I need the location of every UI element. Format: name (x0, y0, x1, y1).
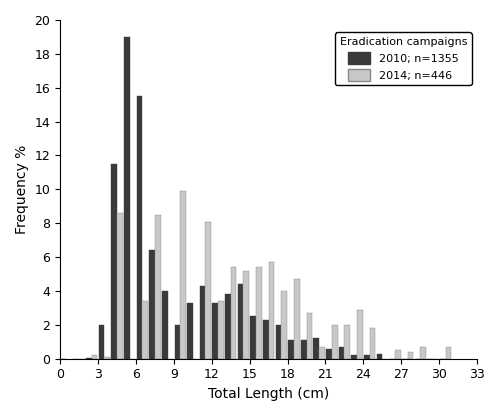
Bar (206, 222, 211, 359)
Bar (238, 284, 244, 359)
Bar (408, 352, 414, 359)
Bar (230, 267, 236, 359)
Bar (268, 262, 274, 359)
Bar (395, 350, 400, 359)
Bar (142, 301, 148, 359)
Bar (420, 347, 426, 359)
Bar (225, 295, 230, 359)
Y-axis label: Frequency %: Frequency % (15, 145, 29, 234)
Legend: 2010; n=1355, 2014; n=446: 2010; n=1355, 2014; n=446 (335, 32, 471, 85)
Bar (136, 96, 142, 359)
Bar (149, 250, 155, 359)
Bar (256, 267, 262, 359)
Bar (117, 213, 122, 359)
Bar (200, 286, 205, 359)
Bar (288, 340, 294, 359)
Bar (180, 191, 186, 359)
Bar (446, 347, 451, 359)
Bar (244, 271, 249, 359)
Bar (314, 338, 319, 359)
Bar (357, 310, 363, 359)
Bar (86, 357, 92, 359)
Bar (218, 301, 224, 359)
Bar (174, 325, 180, 359)
Bar (339, 347, 344, 359)
Bar (282, 291, 287, 359)
Bar (162, 291, 168, 359)
Bar (187, 303, 193, 359)
Bar (306, 313, 312, 359)
Bar (352, 355, 357, 359)
Bar (92, 355, 98, 359)
Bar (332, 325, 338, 359)
Bar (301, 340, 306, 359)
Bar (250, 317, 256, 359)
Bar (112, 164, 117, 359)
Bar (376, 354, 382, 359)
Bar (370, 328, 376, 359)
Bar (344, 325, 350, 359)
Bar (319, 347, 325, 359)
Bar (326, 349, 332, 359)
Bar (124, 37, 130, 359)
Bar (263, 320, 268, 359)
Bar (212, 303, 218, 359)
Bar (276, 325, 281, 359)
Bar (104, 357, 110, 359)
Bar (155, 215, 160, 359)
Bar (364, 355, 370, 359)
Bar (294, 279, 300, 359)
Bar (98, 325, 104, 359)
X-axis label: Total Length (cm): Total Length (cm) (208, 387, 330, 401)
